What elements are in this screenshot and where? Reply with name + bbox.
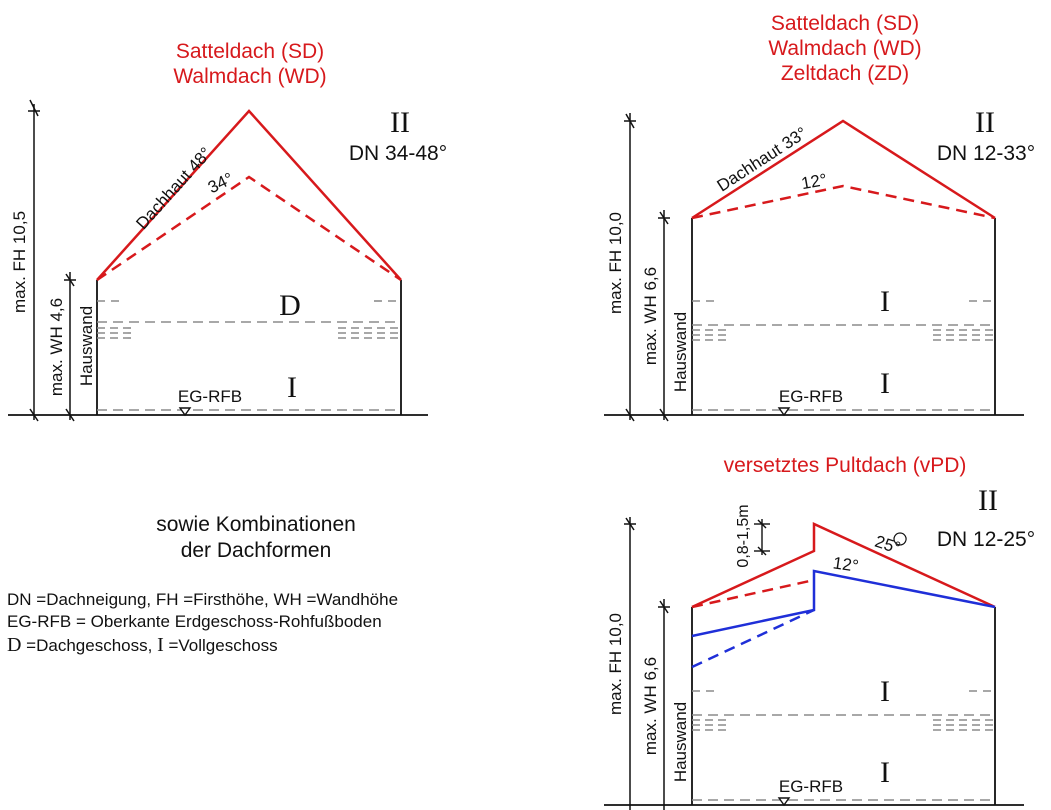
diagram-sd-wd-zd-title-line3: Zeltdach (ZD) (781, 62, 909, 85)
ground-floor-label: EG-RFB (178, 387, 242, 406)
roof-min-pitch-line (691, 569, 996, 638)
legend-line2: EG-RFB = Oberkante Erdgeschoss-Rohfußbod… (7, 612, 382, 631)
roof-pitch-label: DN 12-33° (937, 142, 1035, 165)
diagram-sd-wd: Satteldach (SD) Walmdach (WD) II DN 34-4… (8, 40, 447, 422)
roof-min-pitch-line (691, 184, 996, 220)
roof-skin-label: Dachhaut 48° (132, 144, 215, 233)
diagram-sd-wd-zd: Satteldach (SD) Walmdach (WD) Zeltdach (… (604, 12, 1035, 422)
upper-storey-symbol: I (880, 285, 890, 318)
floor-level-dashes (692, 690, 995, 801)
wall-height-label: max. WH 6,6 (641, 267, 660, 365)
floor-level-dashes (692, 300, 995, 411)
ridge-height-label: max. FH 10,5 (10, 211, 29, 313)
legend-symbol-i: I (157, 634, 164, 656)
combinations-line1: sowie Kombinationen (156, 513, 356, 536)
roof-max-pitch-line (96, 109, 402, 281)
legend-line1: DN =Dachneigung, FH =Firsthöhe, WH =Wand… (7, 590, 398, 609)
degree-circle-icon (893, 532, 907, 546)
ground-floor-label: EG-RFB (779, 777, 843, 796)
diagram-sd-wd-title-line1: Satteldach (SD) (176, 40, 324, 63)
roof-pitch-label: DN 12-25° (937, 528, 1035, 551)
lower-storey-symbol: I (880, 367, 890, 400)
roof-min-pitch-line (96, 175, 402, 282)
roof-lower-red-dashed-line (691, 578, 815, 609)
lower-storey-symbol: I (880, 756, 890, 789)
legend-text-d: =Dachgeschoss, (21, 636, 157, 655)
house-wall-label: Hauswand (671, 312, 690, 392)
diagram-sd-wd-zd-title-line1: Satteldach (SD) (771, 12, 919, 35)
combinations-line2: der Dachformen (181, 539, 332, 562)
min-angle-label: 12° (800, 170, 829, 193)
attic-storey-symbol: D (279, 289, 301, 322)
ridge-height-label: max. FH 10,0 (606, 212, 625, 314)
min-angle-label: 12° (832, 553, 860, 575)
house-wall-label: Hauswand (77, 306, 96, 386)
height-dimension-lines (624, 113, 670, 422)
height-dimension-lines (624, 517, 670, 810)
storeys-label: II (975, 106, 995, 139)
upper-storey-symbol: I (880, 675, 890, 708)
min-angle-label: 34° (205, 169, 236, 197)
ground-floor-label: EG-RFB (779, 387, 843, 406)
storeys-label: II (390, 106, 410, 139)
roof-skin-label: Dachhaut 33° (714, 123, 811, 195)
storeys-label: II (978, 484, 998, 517)
legend-symbol-d: D (7, 634, 21, 656)
wall-height-label: max. WH 4,6 (47, 298, 66, 396)
notes: sowie Kombinationen der Dachformen DN =D… (7, 513, 398, 656)
roof-max-pitch-line (691, 522, 996, 609)
diagram-sd-wd-zd-title-line2: Walmdach (WD) (768, 37, 921, 60)
ground-floor-triangle-icon (777, 407, 791, 417)
legend-line3: D =Dachgeschoss, I =Vollgeschoss (7, 634, 278, 656)
full-storey-symbol: I (287, 371, 297, 404)
house-wall-label: Hauswand (671, 702, 690, 782)
legend-text-i: =Vollgeschoss (164, 636, 278, 655)
floor-level-dashes (97, 300, 401, 411)
roof-pitch-label: DN 34-48° (349, 142, 447, 165)
diagram-sd-wd-title-line2: Walmdach (WD) (173, 65, 326, 88)
offset-label: 0,8-1,5m (735, 504, 752, 567)
ground-floor-triangle-icon (178, 407, 192, 417)
height-dimension-lines (28, 99, 76, 422)
wall-height-label: max. WH 6,6 (641, 657, 660, 755)
offset-dimension (754, 519, 770, 556)
roof-lower-blue-dashed-line (691, 608, 815, 669)
diagram-vpd-title: versetztes Pultdach (vPD) (724, 454, 967, 477)
ground-floor-triangle-icon (777, 797, 791, 807)
ridge-height-label: max. FH 10,0 (606, 613, 625, 715)
roof-max-pitch-line (691, 119, 996, 220)
diagram-vpd: versetztes Pultdach (vPD) II DN 12-25° 2… (604, 454, 1035, 810)
